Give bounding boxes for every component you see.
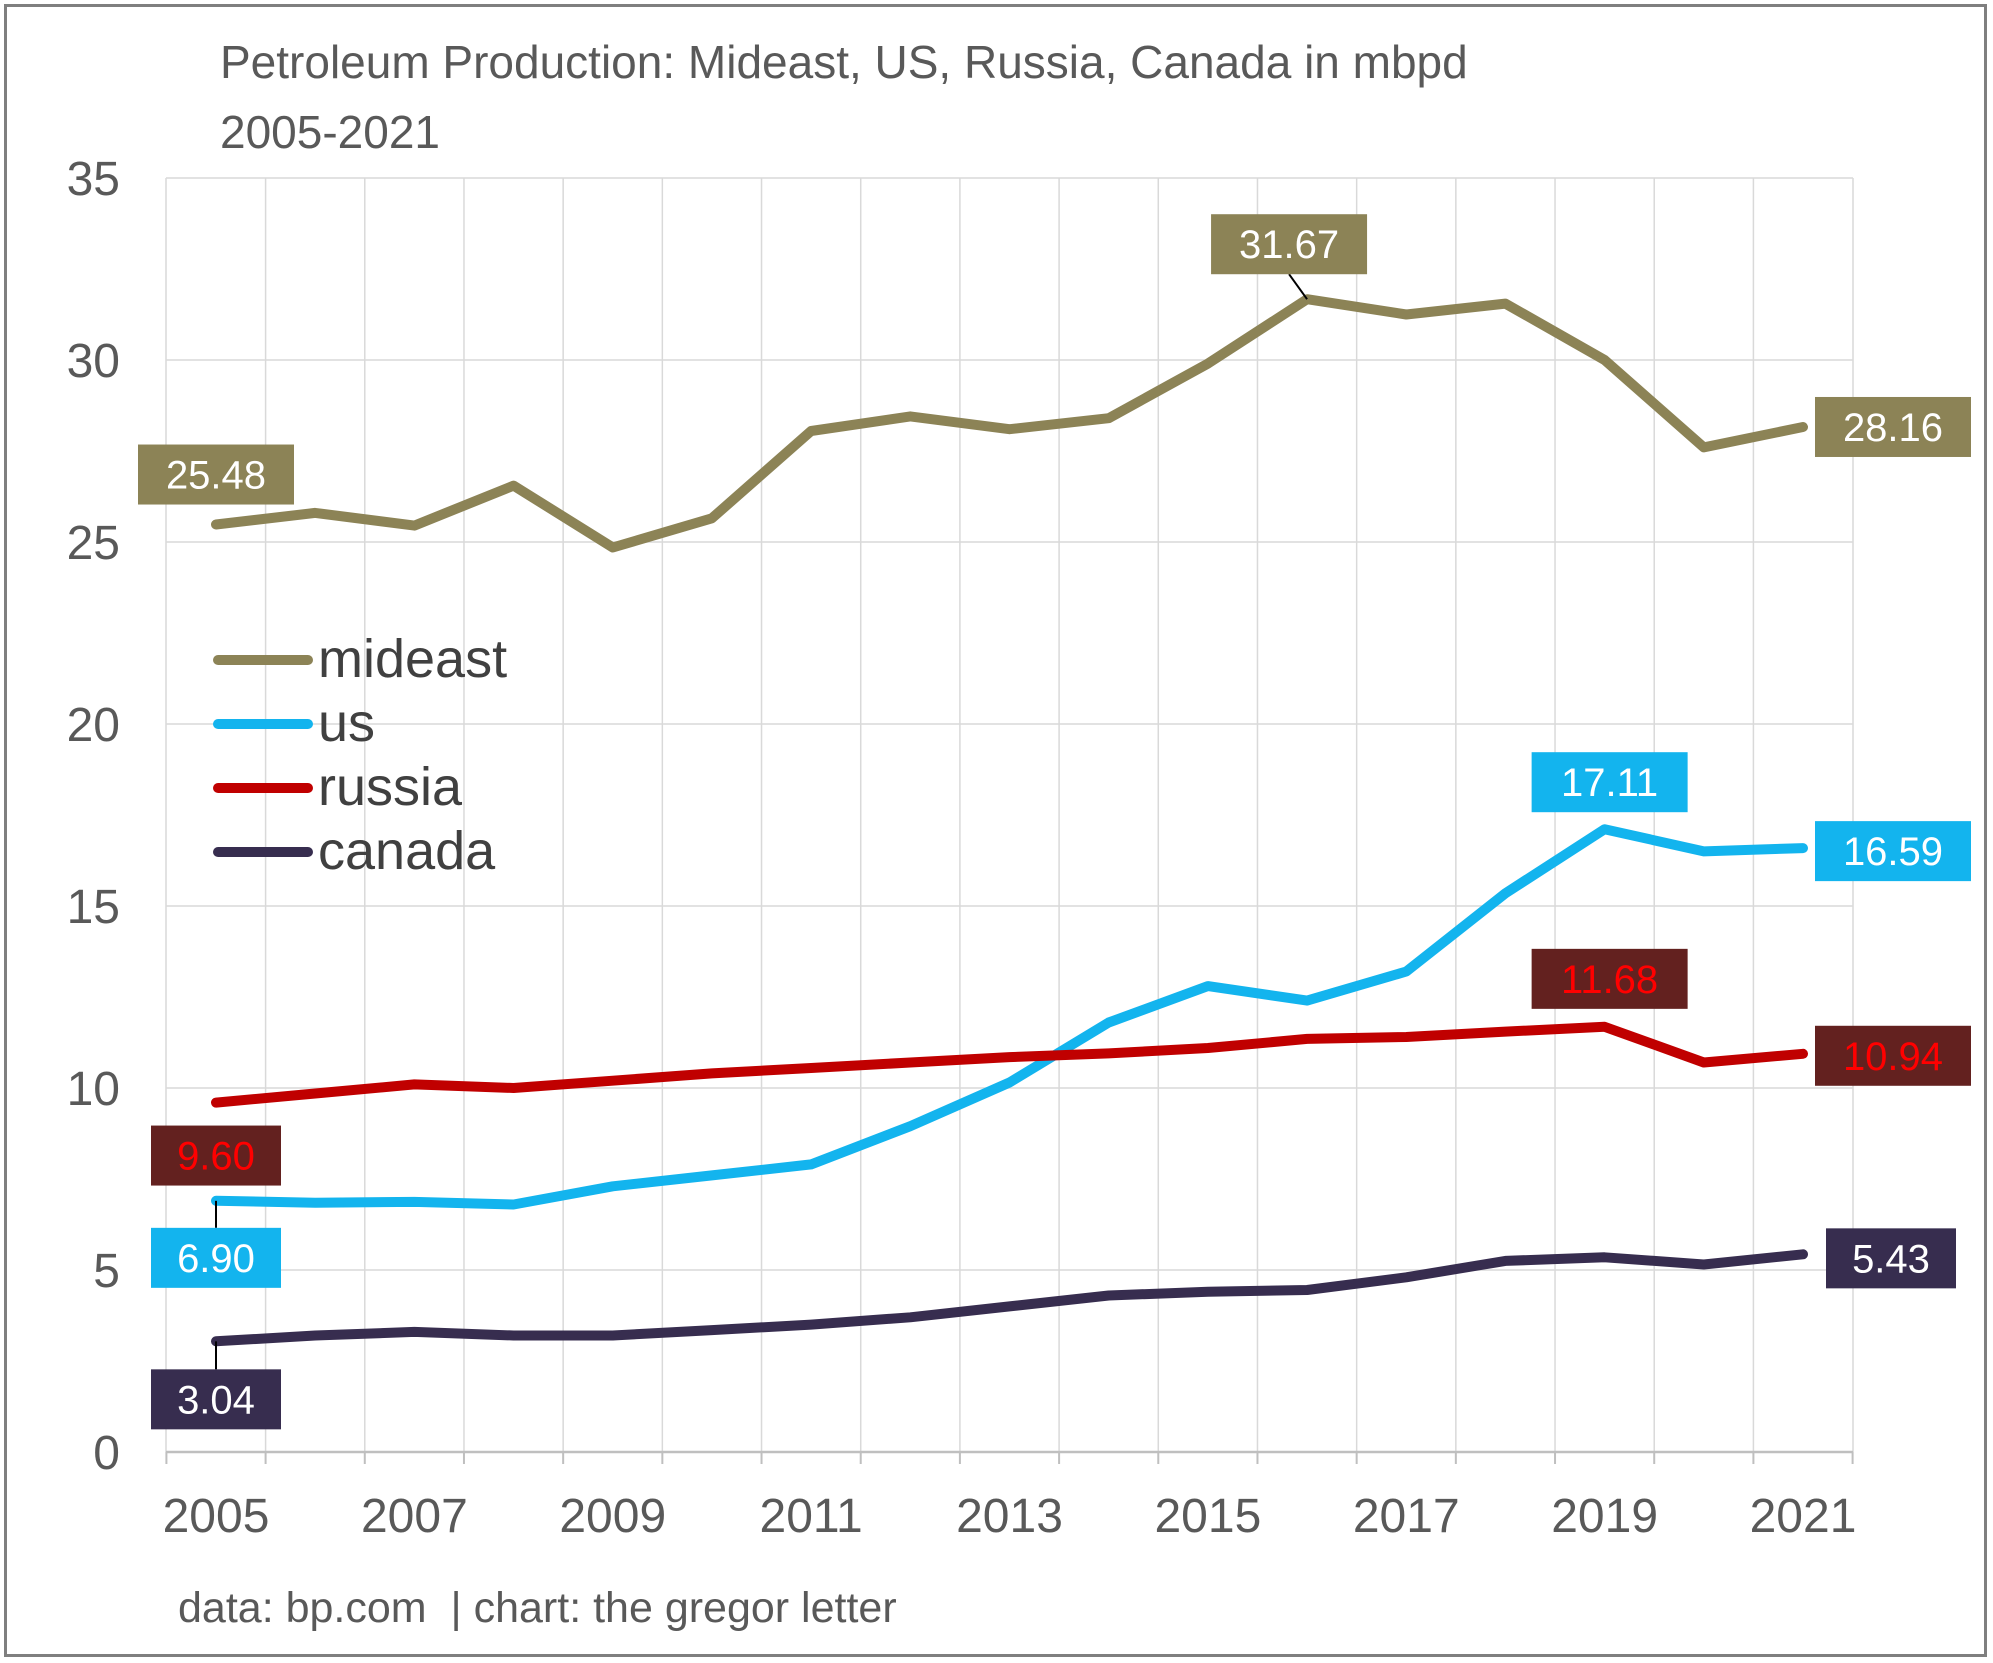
legend-item-us: us <box>213 693 375 753</box>
y-tick-label: 0 <box>93 1427 120 1480</box>
legend-item-russia: russia <box>213 757 463 817</box>
data-label: 9.60 <box>177 1135 255 1179</box>
data-label: 5.43 <box>1852 1237 1930 1281</box>
x-tick-label: 2017 <box>1353 1490 1460 1543</box>
legend-label: us <box>318 693 375 753</box>
y-tick-label: 10 <box>67 1063 120 1116</box>
x-tick-label: 2005 <box>163 1490 270 1543</box>
x-tick-label: 2007 <box>361 1490 468 1543</box>
callout-mideast-2016: 31.67 <box>1211 214 1368 300</box>
data-label: 6.90 <box>177 1237 255 1281</box>
legend-item-canada: canada <box>213 821 496 881</box>
series-line-us <box>211 824 1808 1210</box>
callout-box <box>1815 821 1971 882</box>
series-line-mideast <box>211 294 1808 553</box>
data-label: 10.94 <box>1843 1035 1943 1079</box>
x-tick-label: 2021 <box>1750 1490 1857 1543</box>
data-label: 16.59 <box>1843 830 1943 874</box>
x-tick-label: 2015 <box>1154 1490 1261 1543</box>
series-lines <box>211 294 1808 1347</box>
callout-us-2019: 17.11 <box>1531 752 1688 813</box>
data-label: 11.68 <box>1561 958 1658 1002</box>
callout-box <box>151 1125 281 1186</box>
y-tick-label: 20 <box>67 699 120 752</box>
axes: 0 5 10 15 20 25 30 35 2005 2007 2009 2011 2013 2015 20… <box>67 153 1857 1543</box>
legend-label: canada <box>318 821 496 881</box>
y-tick-label: 30 <box>67 335 120 388</box>
x-tick-label: 2013 <box>956 1490 1063 1543</box>
data-label-callouts: 25.48 31.67 28.16 6.90 17.11 16.59 9.60 11.68 10… <box>138 214 1971 1430</box>
source-note: data: bp.com | chart: the gregor letter <box>178 1584 897 1632</box>
y-tick-label: 35 <box>67 153 120 206</box>
callout-us-2005: 6.90 <box>151 1200 281 1288</box>
callout-russia-2019: 11.68 <box>1531 948 1688 1009</box>
data-label: 31.67 <box>1239 223 1339 267</box>
gridlines <box>165 177 1854 1452</box>
x-tick-label: 2011 <box>760 1490 863 1543</box>
data-label: 17.11 <box>1561 761 1658 805</box>
callout-box <box>1826 1228 1956 1289</box>
callout-mideast-2021: 28.16 <box>1815 396 1971 457</box>
series-line-canada <box>211 1249 1808 1347</box>
callout-mideast-2005: 25.48 <box>138 444 294 505</box>
callout-russia-2021: 10.94 <box>1815 1025 1971 1086</box>
callout-box <box>1211 214 1368 275</box>
callout-canada-2021: 5.43 <box>1826 1228 1956 1289</box>
series-line-russia <box>211 1021 1808 1108</box>
callout-box <box>138 444 294 505</box>
callout-box <box>1531 752 1688 813</box>
data-label: 25.48 <box>166 454 266 498</box>
callout-canada-2005: 3.04 <box>151 1341 281 1430</box>
x-tick-label: 2009 <box>559 1490 666 1543</box>
y-tick-label: 5 <box>93 1245 120 1298</box>
data-label: 28.16 <box>1843 406 1943 450</box>
chart-frame <box>4 4 1987 1657</box>
data-label: 3.04 <box>177 1378 255 1422</box>
callout-box <box>151 1227 281 1288</box>
legend-item-mideast: mideast <box>213 629 507 689</box>
chart-title: Petroleum Production: Mideast, US, Russi… <box>220 36 1468 88</box>
y-tick-label: 15 <box>67 881 120 934</box>
y-tick-label: 25 <box>67 517 120 570</box>
callout-leader <box>1288 273 1308 300</box>
callout-box <box>1531 948 1688 1009</box>
callout-box <box>151 1369 281 1430</box>
chart-subtitle: 2005-2021 <box>220 106 440 158</box>
legend-label: russia <box>318 757 463 817</box>
callout-us-2021: 16.59 <box>1815 821 1971 882</box>
callout-box <box>1815 396 1971 457</box>
callout-russia-2005: 9.60 <box>151 1125 281 1186</box>
legend-label: mideast <box>318 629 507 689</box>
callout-box <box>1815 1025 1971 1086</box>
x-tick-label: 2019 <box>1551 1490 1658 1543</box>
